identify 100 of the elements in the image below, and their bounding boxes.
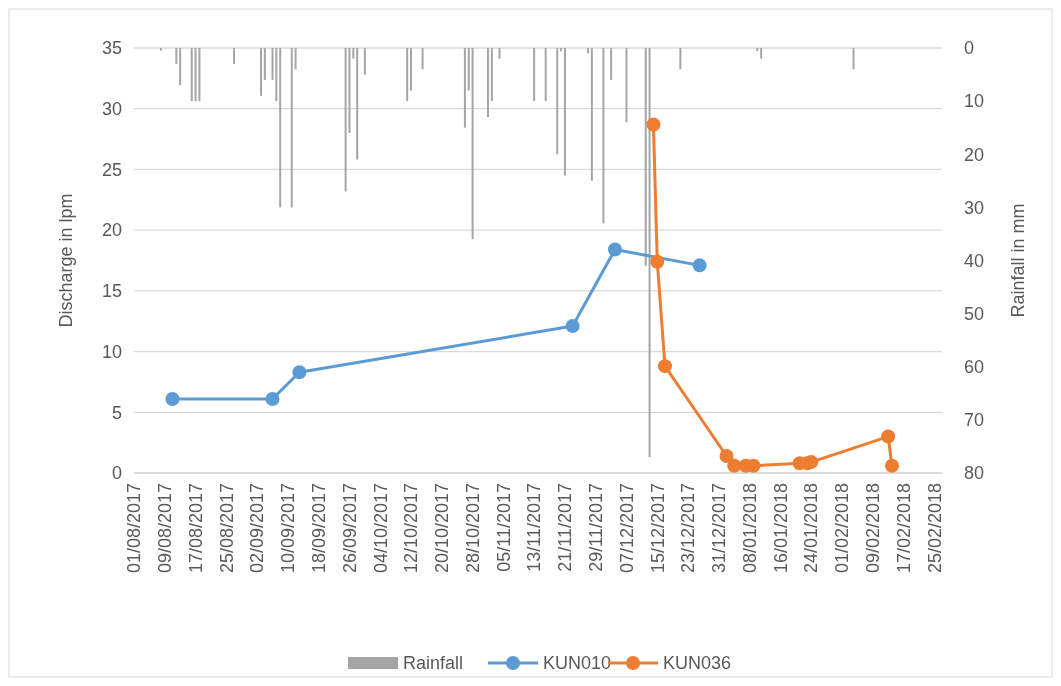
y-tick-label: 35 bbox=[101, 38, 122, 59]
bar bbox=[175, 48, 178, 64]
point bbox=[719, 449, 734, 463]
bar bbox=[294, 48, 297, 70]
point bbox=[565, 319, 580, 334]
bar bbox=[486, 48, 489, 118]
bar bbox=[610, 48, 613, 80]
y-tick-label: 25 bbox=[101, 159, 122, 180]
bar bbox=[756, 48, 759, 52]
y-axis-title: Discharge in lpm bbox=[56, 193, 76, 328]
x-tick-label: 16/01/2018 bbox=[770, 483, 791, 574]
legend-label: Rainfall bbox=[403, 653, 464, 674]
x-tick-label: 20/10/2017 bbox=[432, 483, 453, 574]
legend-label: KUN010 bbox=[543, 653, 612, 674]
bar bbox=[679, 48, 682, 70]
x-tick-label: 25/02/2018 bbox=[924, 483, 945, 574]
bar bbox=[233, 48, 236, 64]
bar bbox=[159, 48, 162, 51]
y-tick-label: 30 bbox=[101, 99, 122, 120]
y2-tick-label: 70 bbox=[964, 410, 985, 431]
point bbox=[881, 429, 896, 444]
x-tick-label: 10/09/2017 bbox=[278, 483, 299, 574]
point bbox=[657, 359, 672, 374]
point bbox=[607, 242, 622, 257]
bar bbox=[560, 48, 563, 52]
point bbox=[646, 117, 661, 132]
x-tick-label: 17/08/2017 bbox=[185, 483, 206, 574]
point bbox=[650, 254, 665, 269]
point bbox=[727, 458, 742, 473]
x-tick-label: 04/10/2017 bbox=[370, 483, 391, 574]
bar bbox=[563, 48, 566, 176]
bar bbox=[198, 48, 201, 102]
x-tick-label: 09/02/2018 bbox=[863, 483, 884, 574]
bar bbox=[648, 48, 651, 458]
y-tick-label: 5 bbox=[111, 402, 122, 423]
bar bbox=[625, 48, 628, 123]
bar bbox=[406, 48, 409, 102]
point bbox=[265, 391, 280, 406]
point bbox=[692, 258, 707, 273]
x-tick-label: 28/10/2017 bbox=[462, 483, 483, 574]
bar bbox=[556, 48, 559, 155]
x-tick-label: 02/09/2017 bbox=[247, 483, 268, 574]
bar bbox=[498, 48, 501, 59]
bar bbox=[194, 48, 197, 102]
bar bbox=[410, 48, 413, 91]
x-tick-label: 18/09/2017 bbox=[308, 483, 329, 574]
bar bbox=[352, 48, 355, 59]
point bbox=[165, 391, 180, 406]
bar bbox=[344, 48, 347, 192]
y-tick-label: 15 bbox=[101, 281, 122, 302]
x-tick-label: 25/08/2017 bbox=[216, 483, 237, 574]
x-tick-label: 15/12/2017 bbox=[647, 483, 668, 574]
x-tick-label: 23/12/2017 bbox=[678, 483, 699, 574]
y2-axis-title: Rainfall in mm bbox=[1008, 203, 1028, 318]
bar bbox=[760, 48, 763, 59]
bar bbox=[590, 48, 593, 181]
x-tick-label: 09/08/2017 bbox=[155, 483, 176, 574]
x-tick-label: 31/12/2017 bbox=[709, 483, 730, 574]
bar bbox=[259, 48, 262, 96]
y-tick-label: 10 bbox=[101, 341, 122, 362]
bar bbox=[467, 48, 470, 91]
x-tick-label: 07/12/2017 bbox=[616, 483, 637, 574]
x-tick-label: 17/02/2018 bbox=[893, 483, 914, 574]
y2-tick-label: 30 bbox=[964, 197, 985, 218]
point bbox=[804, 455, 819, 470]
bar bbox=[363, 48, 366, 75]
y2-tick-label: 50 bbox=[964, 303, 985, 324]
bar bbox=[463, 48, 466, 128]
point bbox=[884, 458, 899, 473]
x-tick-label: 26/09/2017 bbox=[339, 483, 360, 574]
bar bbox=[471, 48, 474, 240]
x-tick-label: 01/02/2018 bbox=[832, 483, 853, 574]
x-tick-label: 01/08/2017 bbox=[124, 483, 145, 574]
bar bbox=[544, 48, 547, 102]
y2-tick-label: 20 bbox=[964, 144, 985, 165]
bar bbox=[602, 48, 605, 224]
bar bbox=[190, 48, 193, 102]
y2-tick-label: 60 bbox=[964, 357, 985, 378]
y2-tick-label: 40 bbox=[964, 250, 985, 271]
bar bbox=[421, 48, 424, 70]
x-tick-label: 12/10/2017 bbox=[401, 483, 422, 574]
bar bbox=[533, 48, 536, 102]
x-tick-label: 24/01/2018 bbox=[801, 483, 822, 574]
y2-tick-label: 80 bbox=[964, 463, 985, 484]
x-tick-label: 13/11/2017 bbox=[524, 483, 545, 572]
x-tick-label: 05/11/2017 bbox=[493, 483, 514, 572]
y-tick-label: 20 bbox=[101, 220, 122, 241]
bar bbox=[852, 48, 855, 70]
bar bbox=[179, 48, 182, 86]
bar bbox=[275, 48, 278, 102]
y2-tick-label: 0 bbox=[964, 38, 975, 59]
x-tick-label: 21/11/2017 bbox=[555, 483, 576, 572]
bar bbox=[279, 48, 282, 208]
y-tick-label: 0 bbox=[111, 463, 122, 484]
x-tick-label: 29/11/2017 bbox=[586, 483, 607, 572]
bar bbox=[356, 48, 359, 160]
legend-label: KUN036 bbox=[663, 653, 732, 674]
bar bbox=[490, 48, 493, 102]
point bbox=[292, 365, 307, 380]
bar bbox=[263, 48, 266, 80]
